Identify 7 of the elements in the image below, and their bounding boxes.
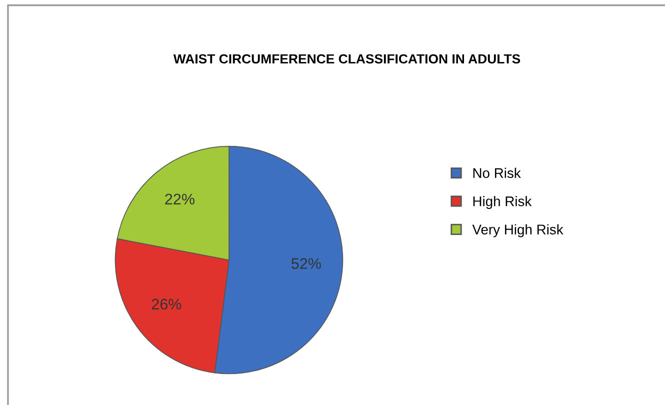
data-label: 26% (152, 298, 182, 310)
chart-title: WAIST CIRCUMFERENCE CLASSIFICATION IN ADULTS (173, 54, 520, 64)
legend-label: Very High Risk (472, 224, 564, 238)
legend-label: High Risk (473, 196, 532, 209)
data-label: 52% (292, 258, 321, 269)
data-label: 22% (165, 194, 194, 204)
legend-label: No Risk (473, 168, 521, 178)
